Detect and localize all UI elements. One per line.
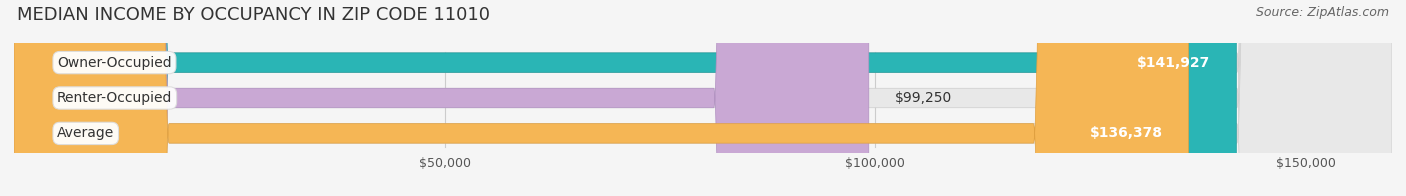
FancyBboxPatch shape [14,0,1236,196]
Text: Owner-Occupied: Owner-Occupied [58,56,172,70]
FancyBboxPatch shape [14,0,1188,196]
Text: $141,927: $141,927 [1137,56,1211,70]
FancyBboxPatch shape [14,0,1392,196]
Text: $99,250: $99,250 [894,91,952,105]
FancyBboxPatch shape [14,0,1392,196]
Text: Average: Average [58,126,114,140]
Text: $136,378: $136,378 [1090,126,1163,140]
Text: Renter-Occupied: Renter-Occupied [58,91,173,105]
Text: Source: ZipAtlas.com: Source: ZipAtlas.com [1256,6,1389,19]
Text: MEDIAN INCOME BY OCCUPANCY IN ZIP CODE 11010: MEDIAN INCOME BY OCCUPANCY IN ZIP CODE 1… [17,6,489,24]
FancyBboxPatch shape [14,0,869,196]
FancyBboxPatch shape [14,0,1392,196]
